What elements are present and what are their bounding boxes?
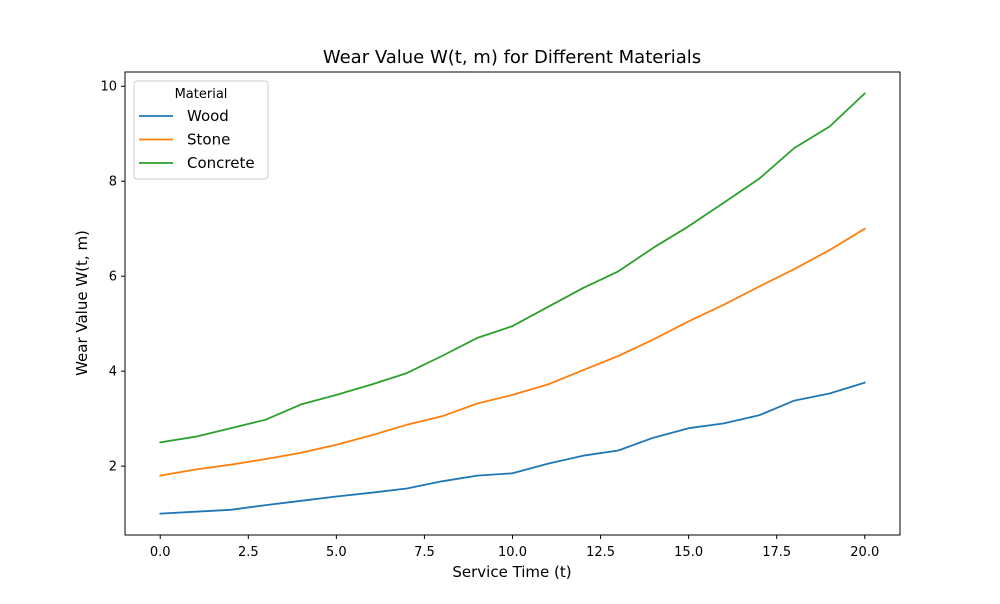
x-tick-label: 2.5: [238, 545, 259, 560]
y-tick-label: 4: [109, 365, 117, 380]
x-axis-ticks: 0.0 2.5 5.0 7.5 10.0 12.5 15.0 17.5 20.0: [150, 535, 879, 560]
x-axis-label: Service Time (t): [452, 563, 571, 581]
legend-entries: Wood Stone Concrete: [139, 107, 255, 172]
x-tick-label: 12.5: [586, 545, 615, 560]
legend-label-stone: Stone: [187, 131, 230, 149]
x-tick-label: 10.0: [498, 545, 527, 560]
x-tick-label: 17.5: [762, 545, 791, 560]
x-tick-label: 7.5: [414, 545, 435, 560]
legend-label-wood: Wood: [187, 107, 229, 125]
y-axis-ticks: 2 4 6 8 10: [100, 80, 125, 475]
y-tick-label: 8: [109, 175, 117, 190]
legend-title: Material: [175, 87, 228, 102]
x-tick-label: 0.0: [150, 545, 171, 560]
series-line-concrete: [159, 92, 866, 444]
legend: Material Wood Stone Concrete: [133, 80, 269, 180]
y-axis-label: Wear Value W(t, m): [73, 230, 91, 376]
x-tick-label: 20.0: [850, 545, 879, 560]
legend-box: [133, 80, 269, 180]
series-line-stone: [159, 227, 866, 477]
x-tick-label: 15.0: [674, 545, 703, 560]
y-tick-label: 10: [100, 80, 117, 95]
y-tick-label: 2: [109, 460, 117, 475]
series-line-wood: [159, 381, 866, 515]
plot-layer: [159, 92, 866, 515]
chart-title: Wear Value W(t, m) for Different Materia…: [323, 47, 701, 68]
legend-label-concrete: Concrete: [187, 154, 255, 172]
x-tick-label: 5.0: [326, 545, 347, 560]
y-tick-label: 6: [109, 270, 117, 285]
